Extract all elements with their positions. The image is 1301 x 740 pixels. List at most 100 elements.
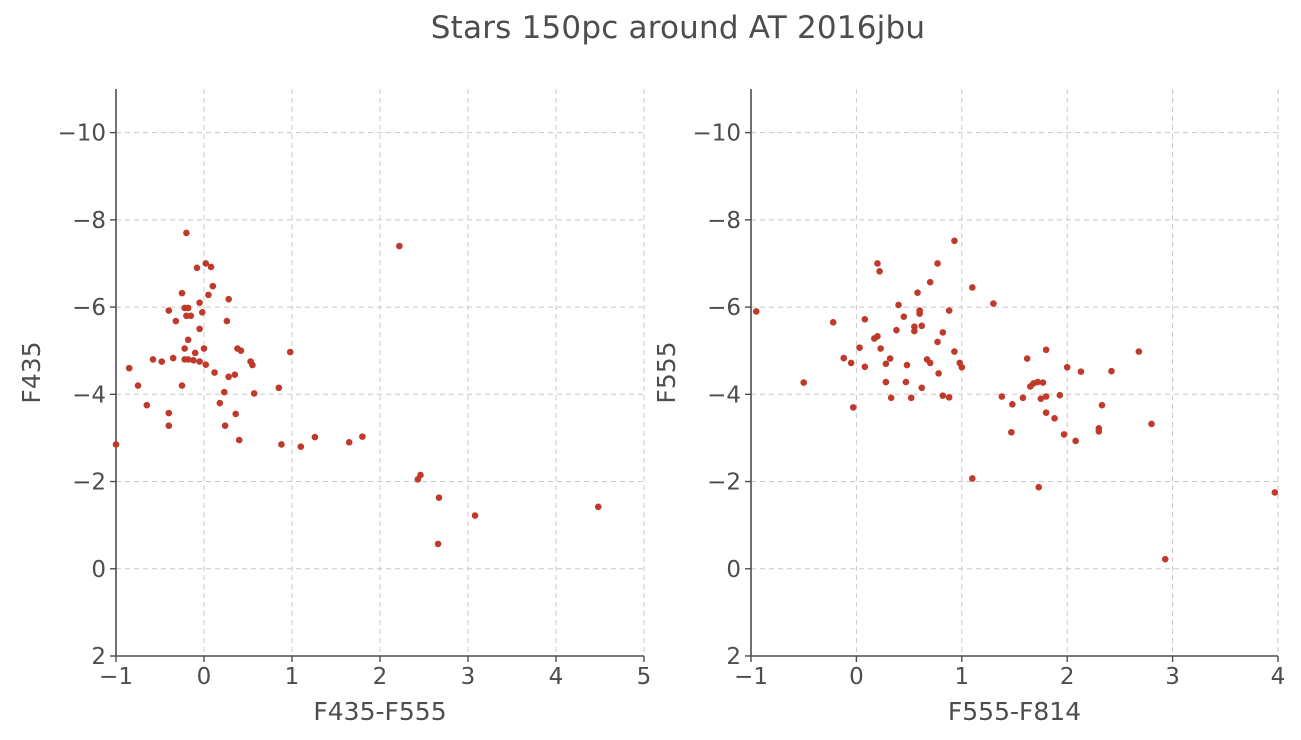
y-tick-label: 2 [91, 644, 106, 670]
figure-title: Stars 150pc around AT 2016jbu [430, 10, 926, 46]
data-point [1042, 346, 1050, 354]
y-tick-label: −6 [707, 295, 741, 321]
x-axis-label: F435-F555 [313, 697, 446, 726]
data-point [209, 282, 217, 290]
data-point [225, 373, 232, 381]
data-point [849, 404, 857, 411]
data-point [1063, 363, 1071, 371]
data-point [1037, 395, 1045, 402]
data-point [902, 378, 910, 386]
data-point [297, 443, 305, 450]
data-point [1056, 391, 1064, 399]
data-point [1039, 379, 1047, 386]
data-point [211, 369, 218, 376]
data-point [435, 494, 443, 501]
data-point [939, 392, 947, 399]
data-point [1148, 420, 1155, 428]
data-point [359, 433, 366, 440]
data-point [1051, 414, 1058, 422]
data-point [893, 326, 900, 334]
data-point [165, 409, 173, 417]
data-point [1095, 428, 1103, 435]
data-point [918, 384, 926, 392]
data-point [286, 348, 294, 356]
data-point [918, 322, 926, 330]
data-point [847, 359, 855, 367]
data-point [207, 263, 215, 271]
data-point [914, 289, 921, 296]
data-point [752, 308, 760, 315]
data-point [1042, 393, 1050, 400]
data-point [829, 319, 837, 326]
data-point [158, 358, 166, 365]
data-point [856, 344, 863, 351]
y-tick-label: −6 [72, 295, 106, 321]
data-point [311, 433, 319, 441]
data-point [916, 310, 923, 317]
data-point [882, 378, 890, 386]
x-tick-label: 3 [461, 664, 476, 690]
data-point [882, 360, 890, 368]
data-point [278, 441, 285, 448]
data-point [225, 295, 232, 303]
data-point [345, 438, 353, 446]
x-tick-label: −1 [734, 664, 768, 690]
data-point [903, 361, 911, 369]
y-axis-label: F555 [652, 341, 681, 403]
data-point [396, 242, 403, 250]
data-point [840, 354, 848, 362]
data-point [196, 299, 203, 307]
x-tick-label: 2 [1060, 664, 1075, 690]
data-point [250, 390, 258, 397]
x-axis-label: F555-F814 [948, 697, 1081, 726]
data-point [434, 540, 442, 548]
data-point [196, 358, 203, 365]
y-tick-label: −2 [707, 470, 741, 496]
x-tick-label: 4 [549, 664, 564, 690]
data-point [249, 361, 256, 369]
data-point [1072, 437, 1079, 445]
data-point [886, 355, 894, 362]
data-point [1098, 401, 1106, 409]
data-point [935, 370, 942, 377]
data-point [231, 371, 239, 378]
x-tick-label: 1 [954, 664, 969, 690]
data-point [172, 317, 180, 325]
x-tick-label: 0 [849, 664, 864, 690]
y-tick-label: 2 [726, 644, 741, 670]
data-point [895, 301, 902, 309]
data-point [951, 348, 958, 355]
x-tick-label: 0 [197, 664, 212, 690]
data-point [998, 393, 1006, 400]
data-point [200, 345, 208, 352]
data-point [1027, 383, 1034, 390]
data-point [594, 503, 602, 511]
data-point [887, 394, 895, 402]
data-point [934, 338, 941, 346]
data-point [861, 363, 869, 371]
data-point [800, 379, 807, 386]
y-axis-label: F435 [17, 341, 46, 403]
data-point [1271, 489, 1279, 496]
data-point [143, 401, 151, 409]
data-point [216, 399, 224, 407]
data-point [149, 356, 157, 363]
data-point [969, 475, 976, 482]
data-point [190, 356, 197, 364]
data-point [187, 312, 195, 320]
data-point [1060, 431, 1068, 438]
x-tick-label: 3 [1165, 664, 1180, 690]
data-point [945, 307, 953, 314]
data-point [907, 394, 915, 402]
y-tick-label: −10 [57, 121, 106, 147]
data-point [471, 512, 479, 519]
x-tick-label: 2 [373, 664, 388, 690]
data-point [990, 300, 997, 307]
data-point [1019, 394, 1027, 402]
data-point [181, 345, 188, 352]
data-point [181, 356, 188, 363]
data-point [877, 345, 884, 352]
data-point [939, 329, 947, 336]
